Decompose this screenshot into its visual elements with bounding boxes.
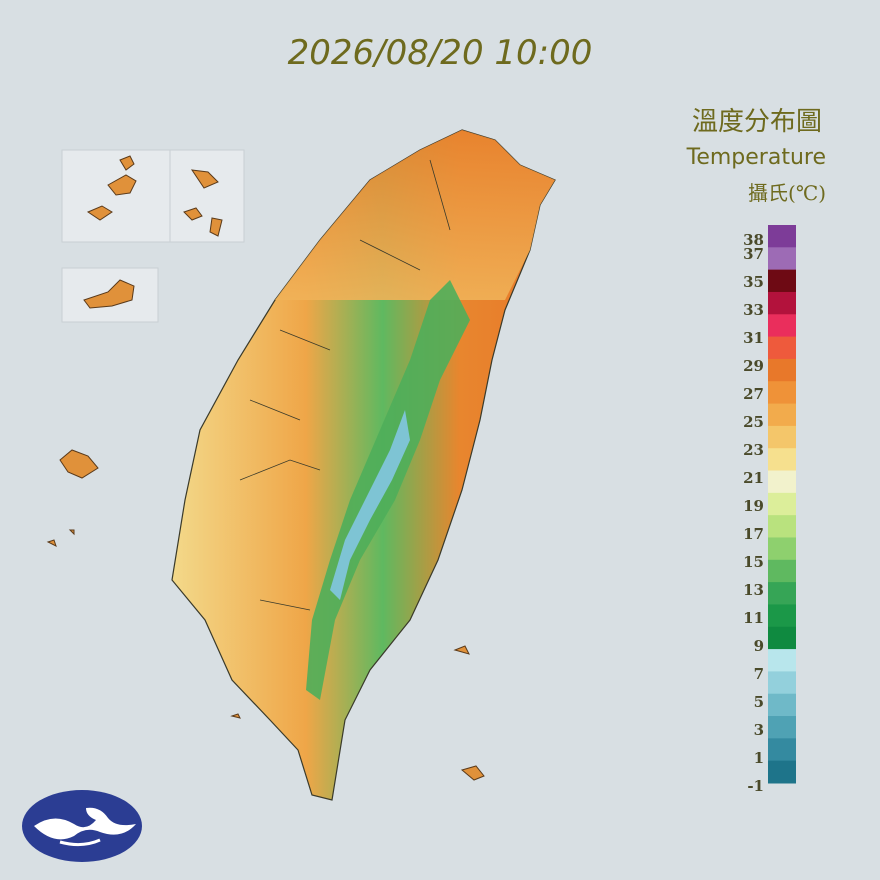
legend-swatch: [768, 671, 796, 695]
map-title: 2026/08/20 10:00: [288, 33, 593, 73]
legend-label: 13: [743, 581, 764, 599]
logo: [22, 790, 142, 862]
legend: 溫度分布圖 Temperature 攝氏(℃) 3837353331292725…: [686, 107, 826, 795]
legend-label: 27: [743, 385, 764, 403]
legend-swatch: [768, 693, 796, 717]
legend-swatch: [768, 358, 796, 382]
legend-label: 11: [743, 609, 764, 627]
legend-label: 29: [743, 357, 764, 375]
legend-subtitle: Temperature: [686, 145, 826, 170]
legend-swatch: [768, 381, 796, 405]
legend-label: 5: [754, 693, 764, 711]
legend-swatch: [768, 247, 796, 271]
legend-label: 31: [743, 329, 764, 347]
legend-label: 21: [743, 469, 764, 487]
legend-swatch: [768, 448, 796, 472]
legend-swatch: [768, 604, 796, 628]
legend-label: 33: [743, 301, 764, 319]
legend-swatch: [768, 470, 796, 494]
legend-label: 37: [743, 245, 764, 263]
legend-swatch: [768, 649, 796, 672]
legend-label: 19: [743, 497, 764, 515]
legend-swatch: [768, 403, 796, 427]
legend-unit: 攝氏(℃): [748, 181, 826, 205]
inset-islands: [46, 149, 245, 547]
legend-label: 17: [743, 525, 764, 543]
legend-swatch: [768, 537, 796, 561]
legend-swatch: [768, 760, 796, 784]
legend-swatch: [768, 738, 796, 762]
legend-swatch: [768, 291, 796, 315]
legend-swatch: [768, 492, 796, 516]
legend-swatch: [768, 559, 796, 583]
legend-label: 7: [754, 665, 764, 683]
legend-label: 3: [754, 721, 764, 739]
legend-label: 9: [754, 637, 764, 655]
taiwan-island: [171, 129, 556, 801]
legend-swatch: [768, 425, 796, 449]
legend-swatch: [768, 515, 796, 538]
legend-swatch: [768, 314, 796, 338]
legend-label: 23: [743, 441, 764, 459]
legend-label: 25: [743, 413, 764, 431]
legend-label: 35: [743, 273, 764, 291]
legend-label: 1: [754, 749, 764, 767]
legend-swatch: [768, 336, 796, 360]
legend-swatch: [768, 716, 796, 739]
legend-title: 溫度分布圖: [692, 107, 822, 137]
legend-label: 15: [743, 553, 764, 571]
legend-swatch: [768, 269, 796, 293]
legend-swatch: [768, 225, 796, 248]
legend-swatch: [768, 582, 796, 605]
legend-label: 38: [743, 231, 764, 249]
legend-label: -1: [747, 777, 764, 795]
legend-swatch: [768, 626, 796, 650]
